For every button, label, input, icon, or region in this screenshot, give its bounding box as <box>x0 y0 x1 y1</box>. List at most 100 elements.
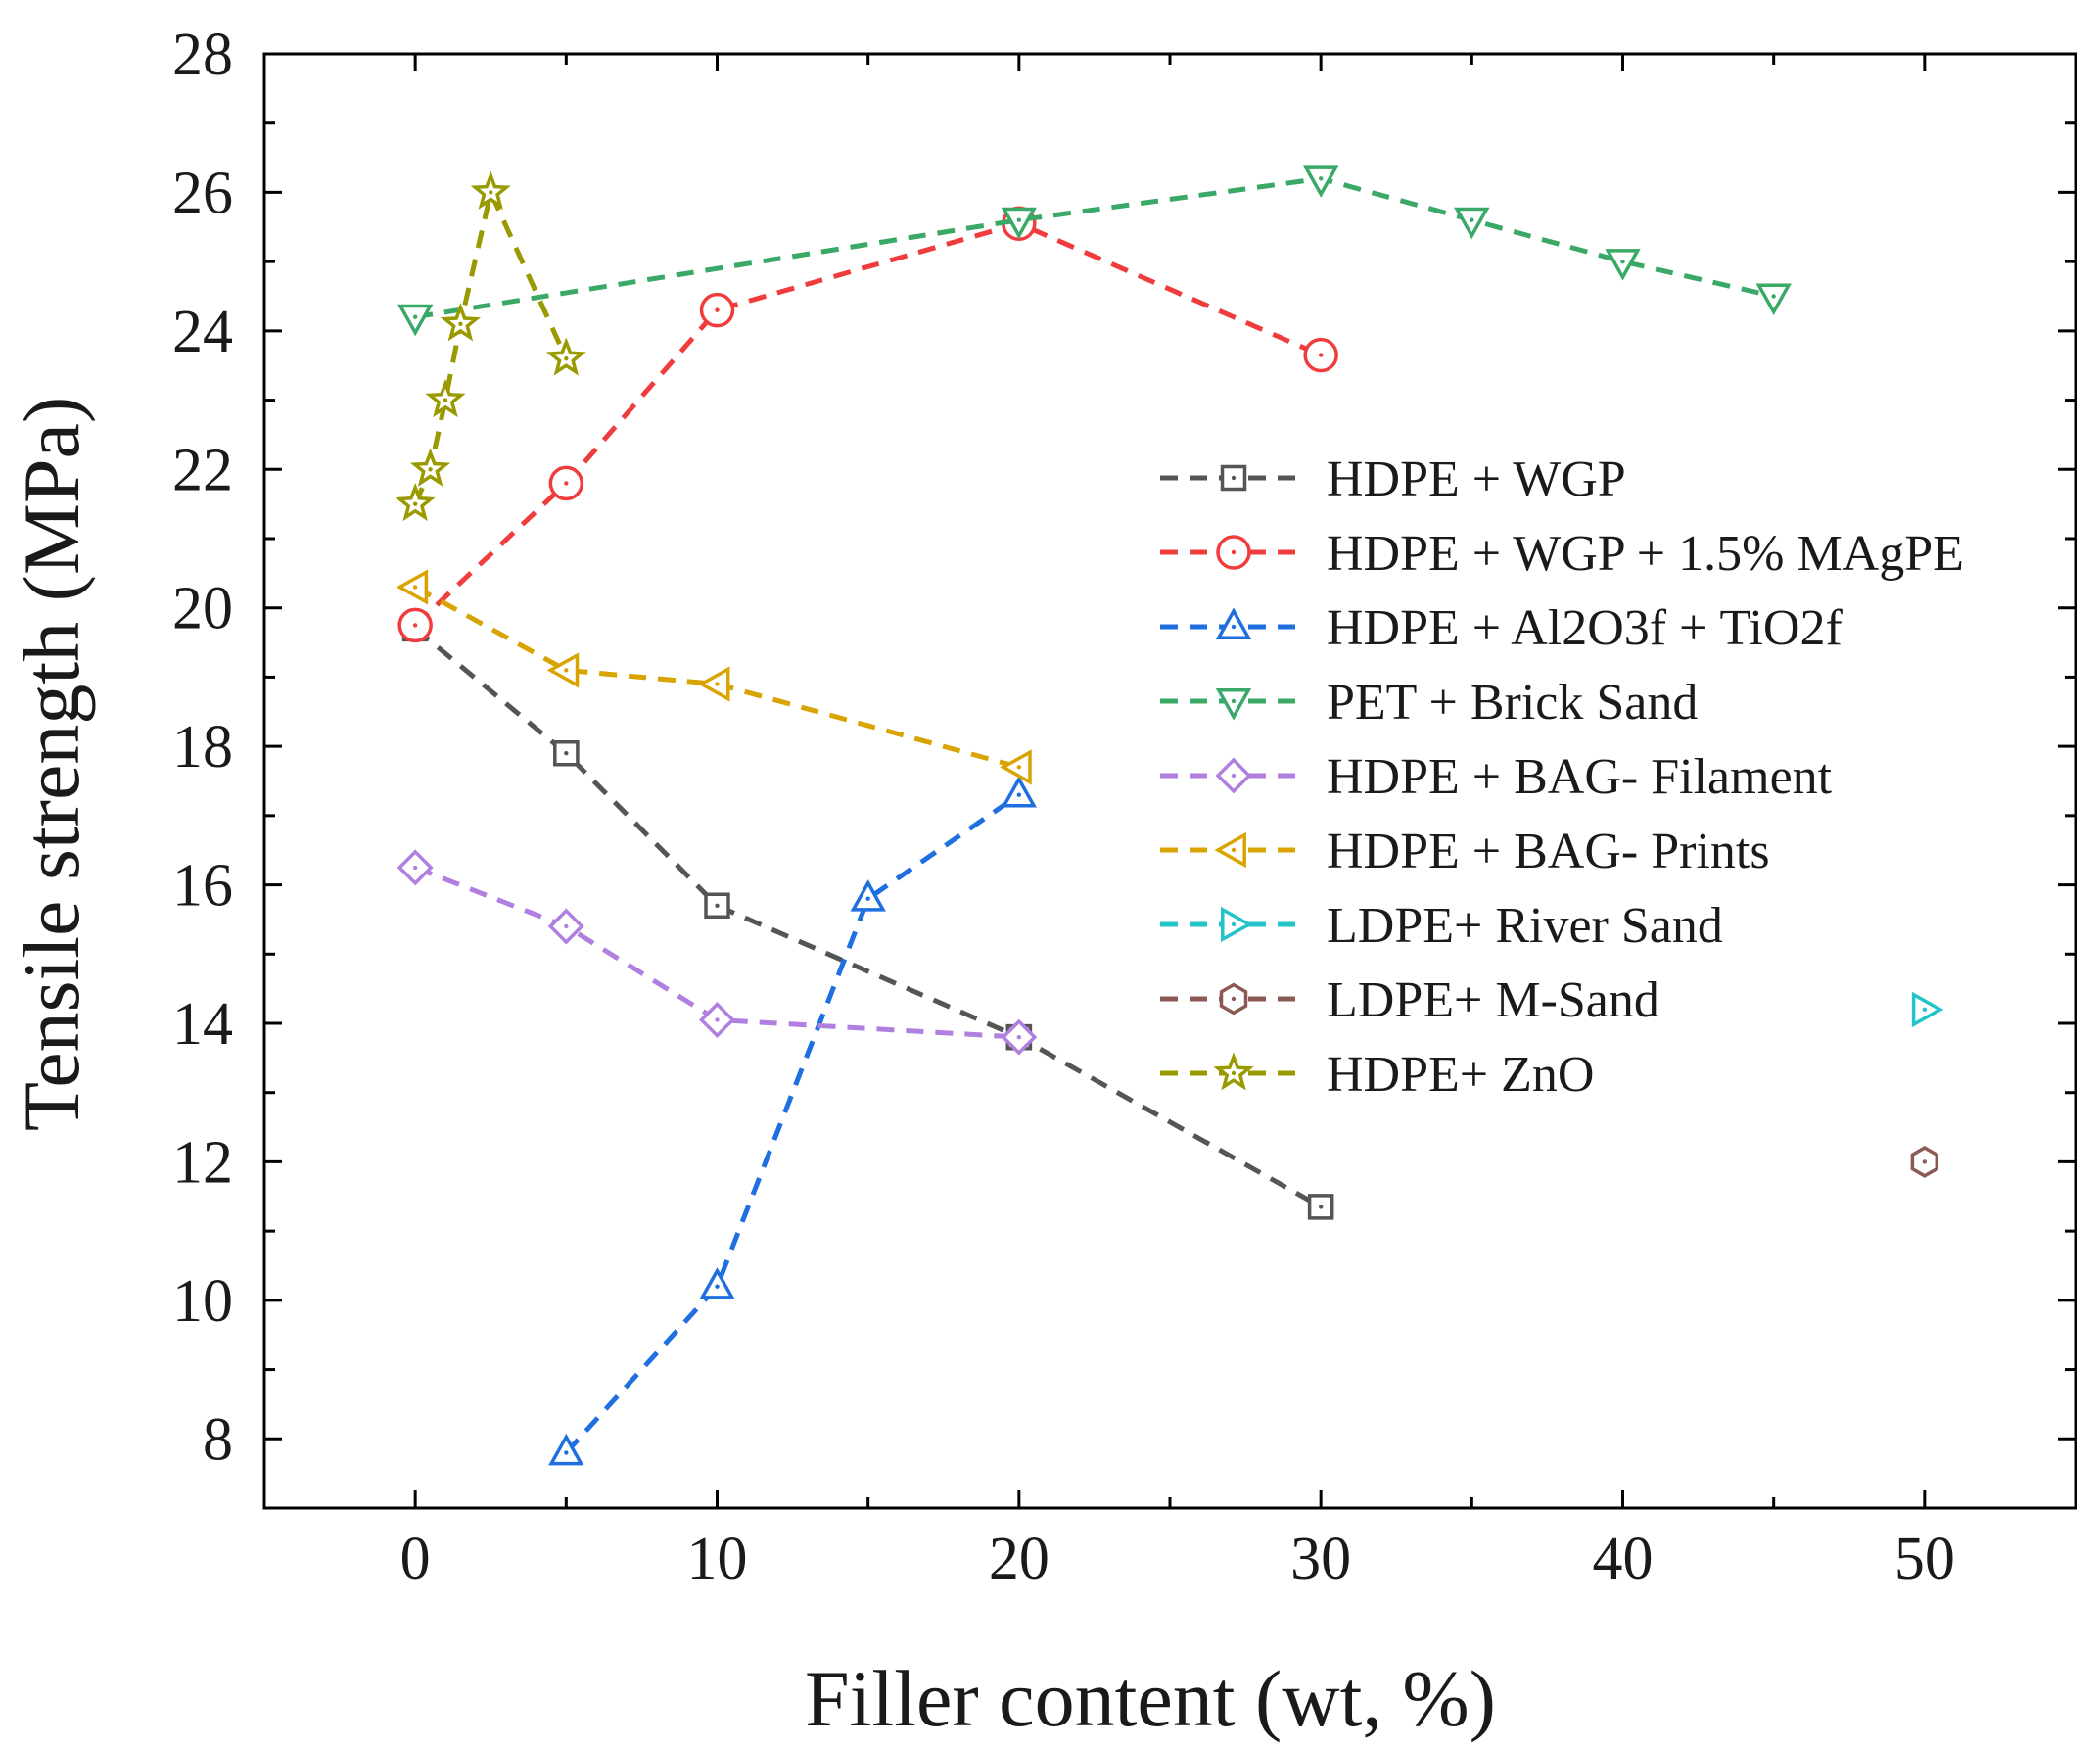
legend-entry-7: LDPE+ River Sand <box>1160 898 1723 954</box>
y-tick-label: 10 <box>172 1268 233 1335</box>
data-point <box>850 879 886 912</box>
legend-marker-center-dot <box>1231 1070 1237 1076</box>
legend-label: HDPE + BAG- Filament <box>1327 749 1833 805</box>
legend-marker <box>1221 906 1253 943</box>
data-point <box>396 569 429 605</box>
legend-marker-center-dot <box>1231 549 1237 555</box>
series-line <box>413 220 1323 628</box>
legend-label: PET + Brick Sand <box>1327 675 1698 731</box>
data-point-center-dot <box>412 314 418 319</box>
data-point <box>1001 776 1037 808</box>
legend-entry-1: HDPE + WGP <box>1160 451 1626 507</box>
legend-marker-center-dot <box>1231 773 1237 779</box>
x-tick-label: 30 <box>1290 1526 1351 1592</box>
data-point <box>1454 207 1490 240</box>
series-7 <box>1911 991 1944 1028</box>
data-point-center-dot <box>1470 217 1474 222</box>
data-point-center-dot <box>1922 1007 1928 1013</box>
legend-label: LDPE+ M-Sand <box>1327 972 1659 1028</box>
x-tick-label: 10 <box>687 1526 748 1592</box>
series-line <box>414 865 1019 1040</box>
data-point-center-dot <box>715 307 720 312</box>
data-point-center-dot <box>715 903 720 908</box>
series-8 <box>1910 1145 1939 1178</box>
data-point-center-dot <box>1016 792 1022 797</box>
y-tick-label: 26 <box>172 160 233 226</box>
y-tick-label: 18 <box>172 714 233 780</box>
data-point-center-dot <box>564 355 569 361</box>
legend-entry-6: HDPE + BAG- Prints <box>1160 824 1770 879</box>
data-point-center-dot <box>564 1450 569 1455</box>
data-point-center-dot <box>412 865 418 871</box>
legend-label: HDPE+ ZnO <box>1327 1047 1594 1103</box>
series-9 <box>395 170 586 522</box>
legend-marker-center-dot <box>1231 996 1237 1002</box>
data-point-center-dot <box>1922 1159 1928 1164</box>
data-point-center-dot <box>564 751 569 756</box>
y-tick-label: 16 <box>172 853 233 920</box>
data-point-center-dot <box>412 623 418 628</box>
legend-marker-center-dot <box>1231 921 1237 927</box>
data-point <box>699 1267 735 1299</box>
y-tick-label: 22 <box>172 437 233 503</box>
data-point-center-dot <box>715 1284 720 1289</box>
data-point-center-dot <box>428 467 433 472</box>
legend-entry-5: HDPE + BAG- Filament <box>1160 749 1833 805</box>
data-point-center-dot <box>1620 259 1625 264</box>
legend-marker-center-dot <box>1231 624 1237 630</box>
y-tick-label: 28 <box>172 22 233 88</box>
data-point <box>1911 991 1944 1028</box>
plot-area <box>395 165 1944 1466</box>
legend-marker-center-dot <box>1231 847 1237 853</box>
series-line <box>413 626 1323 1209</box>
x-tick-label: 20 <box>989 1526 1050 1592</box>
series-line <box>413 585 1020 770</box>
legend-entry-3: HDPE + Al2O3f + TiO2f <box>1160 600 1843 656</box>
legend-marker-center-dot <box>1231 698 1237 704</box>
legend-entry-2: HDPE + WGP + 1.5% MAgPE <box>1160 526 1964 582</box>
y-tick-label: 14 <box>172 991 233 1058</box>
data-point-center-dot <box>1016 217 1022 222</box>
data-point-center-dot <box>443 398 448 402</box>
data-point <box>1000 749 1032 785</box>
series-line <box>414 175 1775 320</box>
series-2 <box>397 206 1338 643</box>
data-point-center-dot <box>412 585 418 590</box>
legend: HDPE + WGP HDPE + WGP + 1.5% MAgPE HDPE + … <box>1160 451 1964 1103</box>
data-point-center-dot <box>564 668 569 673</box>
y-axis-title: Tensile strength (MPa) <box>7 397 96 1131</box>
data-point <box>1303 165 1339 198</box>
y-tick-label: 8 <box>203 1406 233 1473</box>
data-point <box>697 666 730 702</box>
data-point-center-dot <box>1318 176 1324 181</box>
legend-marker <box>1214 831 1246 869</box>
data-point-center-dot <box>412 501 418 506</box>
data-point-center-dot <box>1016 765 1022 770</box>
data-point-center-dot <box>564 481 569 486</box>
data-point-center-dot <box>715 1017 720 1022</box>
legend-label: HDPE + WGP <box>1327 451 1626 507</box>
legend-label: HDPE + WGP + 1.5% MAgPE <box>1327 526 1964 582</box>
x-axis-title: Filler content (wt, %) <box>805 1654 1496 1743</box>
x-tick-label: 40 <box>1593 1526 1654 1592</box>
legend-entry-4: PET + Brick Sand <box>1160 675 1698 731</box>
data-point-center-dot <box>1318 1205 1324 1209</box>
data-point <box>1001 207 1037 240</box>
series-4 <box>397 165 1792 337</box>
legend-label: LDPE+ River Sand <box>1327 898 1723 954</box>
data-point-center-dot <box>1318 353 1324 357</box>
data-point <box>1755 283 1792 316</box>
data-point <box>546 652 580 688</box>
y-tick-label: 24 <box>172 299 233 365</box>
legend-label: HDPE + BAG- Prints <box>1327 824 1770 879</box>
data-point-center-dot <box>1771 294 1776 299</box>
legend-label: HDPE + Al2O3f + TiO2f <box>1327 600 1843 656</box>
y-tick-label: 20 <box>172 576 233 642</box>
x-tick-label: 0 <box>400 1526 431 1592</box>
y-tick-label: 12 <box>172 1129 233 1196</box>
data-point-center-dot <box>564 923 569 929</box>
legend-entry-9: HDPE+ ZnO <box>1160 1047 1594 1103</box>
legend-entry-8: LDPE+ M-Sand <box>1160 972 1659 1028</box>
